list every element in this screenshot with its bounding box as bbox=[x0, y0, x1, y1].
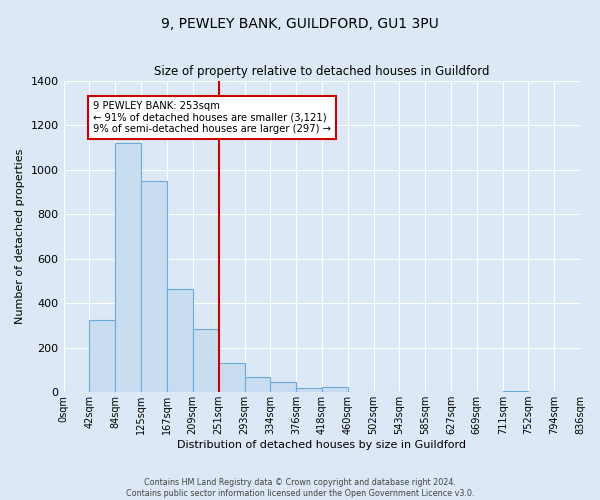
Bar bbox=[167, 288, 193, 392]
Title: Size of property relative to detached houses in Guildford: Size of property relative to detached ho… bbox=[154, 65, 490, 78]
Bar bbox=[89, 320, 115, 392]
Bar bbox=[193, 328, 218, 392]
Bar bbox=[503, 391, 528, 392]
Text: Contains HM Land Registry data © Crown copyright and database right 2024.
Contai: Contains HM Land Registry data © Crown c… bbox=[126, 478, 474, 498]
Bar bbox=[141, 180, 167, 392]
Bar bbox=[270, 382, 296, 392]
X-axis label: Distribution of detached houses by size in Guildford: Distribution of detached houses by size … bbox=[177, 440, 466, 450]
Bar bbox=[245, 376, 270, 392]
Bar bbox=[296, 388, 322, 392]
Bar bbox=[218, 363, 245, 392]
Y-axis label: Number of detached properties: Number of detached properties bbox=[15, 148, 25, 324]
Text: 9 PEWLEY BANK: 253sqm
← 91% of detached houses are smaller (3,121)
9% of semi-de: 9 PEWLEY BANK: 253sqm ← 91% of detached … bbox=[93, 100, 331, 134]
Text: 9, PEWLEY BANK, GUILDFORD, GU1 3PU: 9, PEWLEY BANK, GUILDFORD, GU1 3PU bbox=[161, 18, 439, 32]
Bar bbox=[115, 143, 141, 392]
Bar bbox=[322, 386, 348, 392]
